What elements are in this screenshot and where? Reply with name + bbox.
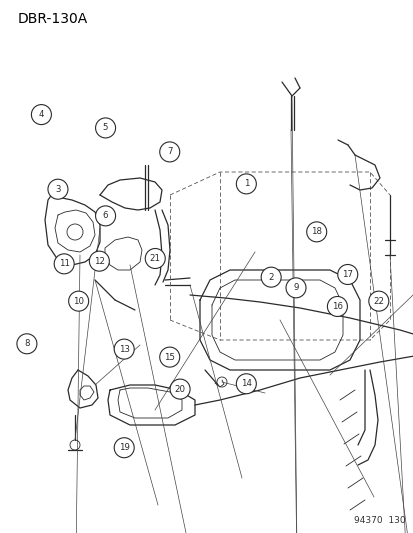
Text: 5: 5 — [102, 124, 108, 132]
Circle shape — [54, 254, 74, 274]
Circle shape — [159, 347, 179, 367]
Text: 17: 17 — [342, 270, 352, 279]
Circle shape — [170, 379, 190, 399]
Circle shape — [31, 104, 51, 125]
Circle shape — [327, 296, 347, 317]
Circle shape — [236, 174, 256, 194]
Circle shape — [95, 206, 115, 226]
Circle shape — [306, 222, 326, 242]
Text: 18: 18 — [311, 228, 321, 236]
Text: 9: 9 — [293, 284, 298, 292]
Circle shape — [236, 374, 256, 394]
Text: 15: 15 — [164, 353, 175, 361]
Text: 3: 3 — [55, 185, 61, 193]
Text: 11: 11 — [59, 260, 69, 268]
Text: 10: 10 — [73, 297, 84, 305]
Text: DBR-130A: DBR-130A — [18, 12, 88, 26]
Text: 13: 13 — [119, 345, 129, 353]
Text: 19: 19 — [119, 443, 129, 452]
Circle shape — [114, 438, 134, 458]
Text: 94370  130: 94370 130 — [354, 516, 405, 525]
Text: 20: 20 — [174, 385, 185, 393]
Circle shape — [285, 278, 305, 298]
Circle shape — [261, 267, 280, 287]
Text: 22: 22 — [373, 297, 383, 305]
Circle shape — [159, 142, 179, 162]
Text: 4: 4 — [38, 110, 44, 119]
Circle shape — [95, 118, 115, 138]
Text: 2: 2 — [268, 273, 273, 281]
Circle shape — [17, 334, 37, 354]
Text: 7: 7 — [166, 148, 172, 156]
Text: 21: 21 — [150, 254, 160, 263]
Text: 12: 12 — [94, 257, 104, 265]
Text: 1: 1 — [243, 180, 249, 188]
Circle shape — [89, 251, 109, 271]
Circle shape — [145, 248, 165, 269]
Text: 16: 16 — [331, 302, 342, 311]
Text: 14: 14 — [240, 379, 251, 388]
Text: 6: 6 — [102, 212, 108, 220]
Circle shape — [48, 179, 68, 199]
Text: 8: 8 — [24, 340, 30, 348]
Circle shape — [69, 291, 88, 311]
Circle shape — [337, 264, 357, 285]
Circle shape — [368, 291, 388, 311]
Circle shape — [114, 339, 134, 359]
